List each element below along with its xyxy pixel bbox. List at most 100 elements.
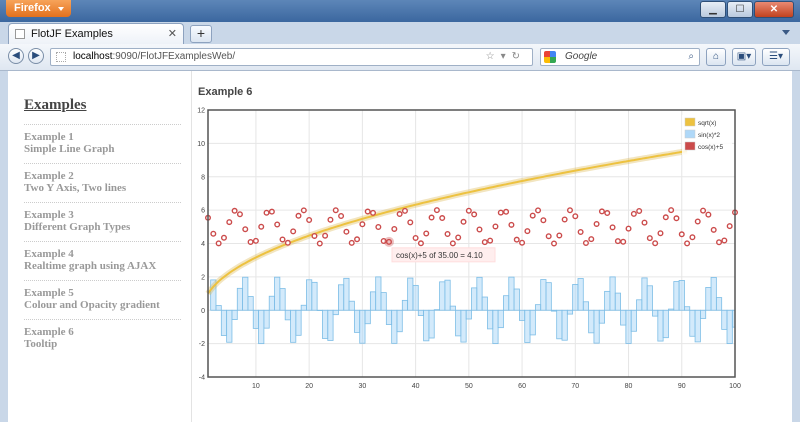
history-dropdown-icon[interactable]: ▾	[500, 51, 512, 62]
url-bar[interactable]: localhost:9090/FlotJFExamplesWeb/ ☆▾↻	[50, 48, 533, 66]
point-cos[interactable]	[604, 210, 611, 217]
point-cos[interactable]	[290, 228, 297, 235]
point-cos[interactable]	[258, 223, 265, 230]
point-cos[interactable]	[252, 237, 259, 244]
point-cos[interactable]	[678, 231, 685, 238]
point-cos[interactable]	[572, 213, 579, 220]
sidebar-item-example-1[interactable]: Example 1 Simple Line Graph	[24, 124, 181, 163]
point-cos[interactable]	[300, 207, 307, 214]
point-cos[interactable]	[694, 218, 701, 225]
point-cos[interactable]	[652, 240, 659, 247]
minimize-button[interactable]: ▁	[700, 1, 726, 18]
point-cos[interactable]	[662, 214, 669, 221]
point-cos[interactable]	[700, 207, 707, 214]
point-cos[interactable]	[348, 239, 355, 246]
point-cos[interactable]	[343, 228, 350, 235]
point-cos[interactable]	[295, 212, 302, 219]
point-cos[interactable]	[598, 208, 605, 215]
point-cos[interactable]	[614, 238, 621, 245]
sidebar-item-example-5[interactable]: Example 5 Colour and Opacity gradient	[24, 280, 181, 319]
point-cos[interactable]	[726, 223, 733, 230]
site-identity-icon[interactable]	[56, 52, 66, 62]
point-cos[interactable]	[716, 239, 723, 246]
point-cos[interactable]	[391, 225, 398, 232]
menu-icon[interactable]: ☰▾	[762, 48, 790, 66]
point-cos[interactable]	[684, 240, 691, 247]
forward-icon[interactable]: ▶	[28, 48, 44, 64]
point-cos[interactable]	[524, 228, 531, 235]
point-cos[interactable]	[311, 232, 318, 239]
point-cos[interactable]	[407, 219, 414, 226]
magnifier-icon[interactable]: ⌕	[688, 51, 694, 62]
point-cos[interactable]	[588, 236, 595, 243]
point-cos[interactable]	[721, 237, 728, 244]
point-cos[interactable]	[582, 239, 589, 246]
point-cos[interactable]	[471, 211, 478, 218]
point-cos[interactable]	[375, 224, 382, 231]
point-cos[interactable]	[535, 207, 542, 214]
point-cos[interactable]	[630, 210, 637, 217]
point-cos[interactable]	[513, 236, 520, 243]
point-cos[interactable]	[354, 236, 361, 243]
point-cos[interactable]	[465, 207, 472, 214]
point-cos[interactable]	[689, 234, 696, 241]
firefox-menu-button[interactable]: Firefox	[6, 0, 71, 17]
point-cos[interactable]	[396, 211, 403, 218]
point-cos[interactable]	[279, 236, 286, 243]
addons-icon[interactable]: ▣▾	[732, 48, 756, 66]
point-cos[interactable]	[412, 234, 419, 241]
search-engine-icon[interactable]	[544, 51, 556, 63]
point-cos[interactable]	[476, 226, 483, 233]
point-cos[interactable]	[364, 208, 371, 215]
point-cos[interactable]	[332, 207, 339, 214]
point-cos[interactable]	[620, 238, 627, 245]
point-cos[interactable]	[359, 221, 366, 228]
maximize-button[interactable]: ☐	[727, 1, 753, 18]
close-tab-icon[interactable]: ✕	[167, 28, 177, 40]
reload-icon[interactable]: ↻	[511, 51, 526, 62]
point-cos[interactable]	[327, 216, 334, 223]
point-cos[interactable]	[551, 240, 558, 247]
point-cos[interactable]	[220, 234, 227, 241]
point-cos[interactable]	[380, 237, 387, 244]
point-cos[interactable]	[657, 230, 664, 237]
point-cos[interactable]	[423, 230, 430, 237]
point-cos[interactable]	[481, 239, 488, 246]
point-cos[interactable]	[492, 223, 499, 230]
highlighted-point[interactable]	[383, 236, 394, 247]
point-cos[interactable]	[609, 224, 616, 231]
point-cos[interactable]	[226, 219, 233, 226]
sidebar-item-example-4[interactable]: Example 4 Realtime graph using AJAX	[24, 241, 181, 280]
point-cos[interactable]	[487, 237, 494, 244]
point-cos[interactable]	[673, 215, 680, 222]
point-cos[interactable]	[316, 240, 323, 247]
point-cos[interactable]	[460, 218, 467, 225]
point-cos[interactable]	[433, 207, 440, 214]
point-cos[interactable]	[210, 230, 217, 237]
tab-flotjf-examples[interactable]: FlotJF Examples ✕	[8, 23, 184, 44]
point-cos[interactable]	[577, 228, 584, 235]
point-cos[interactable]	[370, 209, 377, 216]
point-cos[interactable]	[529, 212, 536, 219]
point-cos[interactable]	[274, 221, 281, 228]
point-cos[interactable]	[556, 232, 563, 239]
point-cos[interactable]	[417, 240, 424, 247]
point-cos[interactable]	[705, 211, 712, 218]
point-cos[interactable]	[545, 233, 552, 240]
point-cos[interactable]	[646, 235, 653, 242]
search-bar[interactable]: Google ⌕	[540, 48, 700, 66]
point-cos[interactable]	[449, 240, 456, 247]
point-cos[interactable]	[710, 226, 717, 233]
point-cos[interactable]	[641, 219, 648, 226]
point-cos[interactable]	[439, 215, 446, 222]
point-cos[interactable]	[428, 214, 435, 221]
point-cos[interactable]	[385, 238, 392, 245]
point-cos[interactable]	[566, 207, 573, 214]
sidebar-item-example-6[interactable]: Example 6 Tooltip	[24, 319, 181, 358]
point-cos[interactable]	[668, 207, 675, 214]
point-cos[interactable]	[625, 225, 632, 232]
point-cos[interactable]	[636, 207, 643, 214]
point-cos[interactable]	[561, 216, 568, 223]
point-cos[interactable]	[540, 217, 547, 224]
home-icon[interactable]: ⌂	[706, 48, 726, 66]
